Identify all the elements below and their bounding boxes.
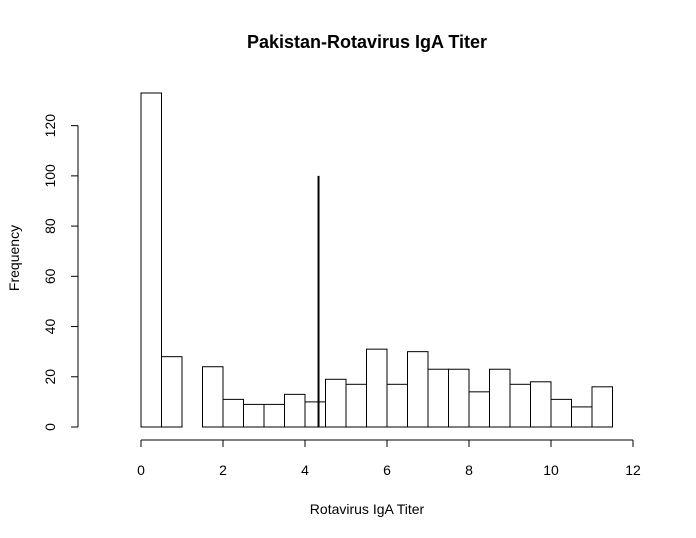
x-tick-label: 4 — [301, 462, 309, 478]
histogram-bar — [509, 383, 531, 428]
y-tick-label: 0 — [42, 423, 58, 431]
y-axis: 0 20 40 60 80 100 120 — [42, 114, 79, 431]
x-tick-label: 2 — [219, 462, 227, 478]
x-tick-label: 0 — [137, 462, 145, 478]
histogram-bar — [202, 366, 224, 428]
histogram-bar — [448, 368, 470, 428]
histogram-bar — [489, 368, 511, 428]
histogram-bar — [304, 401, 326, 428]
histogram-bar — [591, 386, 613, 428]
histogram-bar — [222, 398, 244, 428]
histogram-bar — [571, 406, 593, 428]
histogram-bar — [530, 381, 552, 428]
y-tick-label: 80 — [42, 218, 58, 234]
x-tick-label: 8 — [465, 462, 473, 478]
y-tick-label: 120 — [42, 114, 58, 138]
histogram-bar — [161, 356, 183, 428]
chart-title: Pakistan-Rotavirus IgA Titer — [247, 32, 487, 52]
histogram-bar — [468, 391, 490, 428]
x-tick-label: 6 — [383, 462, 391, 478]
histogram-bar — [243, 403, 265, 428]
histogram-bar — [386, 383, 408, 428]
histogram-bar — [427, 368, 449, 428]
y-tick-label: 20 — [42, 369, 58, 385]
histogram-bar — [366, 348, 388, 428]
x-axis-label: Rotavirus IgA Titer — [310, 501, 425, 517]
histogram-bar — [407, 351, 429, 428]
histogram-bar — [325, 378, 347, 428]
y-axis-label: Frequency — [6, 225, 22, 291]
x-tick-label: 12 — [625, 462, 641, 478]
x-axis: 0 2 4 6 8 10 12 — [137, 439, 641, 478]
y-tick-label: 60 — [42, 268, 58, 284]
bars-group — [140, 92, 613, 428]
histogram-bar — [140, 92, 162, 428]
histogram-bar — [263, 403, 285, 428]
histogram-bar — [550, 398, 572, 428]
y-tick-label: 40 — [42, 319, 58, 335]
histogram-bar — [345, 383, 367, 428]
histogram-bar — [284, 393, 306, 428]
x-tick-label: 10 — [543, 462, 559, 478]
y-tick-label: 100 — [42, 164, 58, 188]
